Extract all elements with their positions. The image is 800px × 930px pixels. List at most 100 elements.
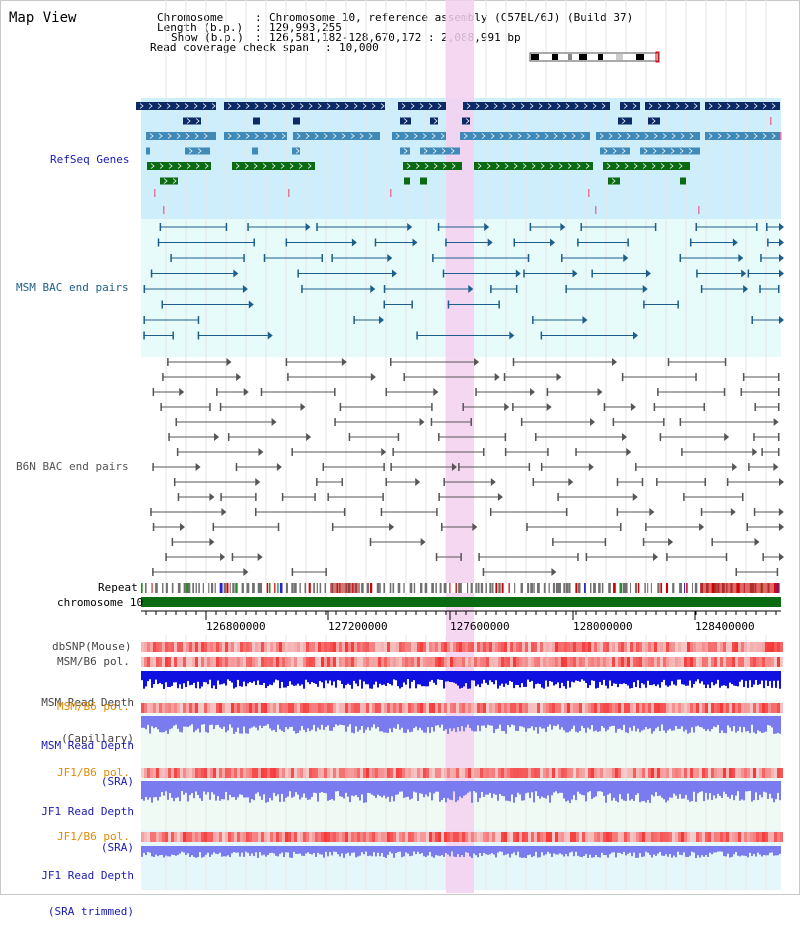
jf1-sra-depth-bar [585, 781, 587, 802]
jf1-sra-depth-bar [715, 781, 717, 799]
jf1-pol-cell [552, 832, 555, 842]
repeat-mark [379, 583, 381, 593]
msm-pol-cell [561, 703, 564, 713]
msm-pol-cell [735, 657, 738, 667]
msm-depth-bar [523, 671, 525, 687]
jf1-pol-cell [645, 768, 648, 778]
msm-pol-cell [189, 657, 192, 667]
b6n-bac-pair-end [277, 523, 280, 531]
gene-strand-arrow [726, 133, 731, 139]
jf1-sra-depth-bar [277, 781, 279, 795]
jf1-sra-depth-bar [309, 781, 311, 800]
label-line: MSM Read Depth [41, 739, 134, 752]
dbsnp-cell [405, 642, 408, 652]
repeat-mark [501, 583, 504, 593]
msm-sra-depth-bar [683, 716, 685, 732]
msm-pol-cell [555, 657, 558, 667]
gene-strand-arrow [585, 163, 590, 169]
jf1-trim-depth-bar [733, 846, 735, 855]
msm-depth-bar [647, 671, 649, 681]
msm-sra-depth-bar [593, 716, 595, 732]
gene-strand-arrow [281, 103, 286, 109]
msm-depth-bar [437, 671, 439, 680]
msm-pol-cell [258, 703, 261, 713]
gene-strand-arrow [540, 163, 545, 169]
jf1-sra-depth-bar [455, 781, 457, 803]
msm-depth-bar [507, 671, 509, 685]
jf1-sra-depth-bar [559, 781, 561, 793]
jf1-pol-cell [330, 832, 333, 842]
b6n-bac-pair-arrow [255, 478, 261, 486]
dbsnp-cell [309, 642, 312, 652]
jf1-pol-cell [699, 768, 702, 778]
msm-pol-cell [174, 703, 177, 713]
jf1-trim-depth-bar [173, 846, 175, 855]
msm-depth-bar [175, 671, 177, 683]
msm-pol-cell [351, 657, 354, 667]
dbsnp-cell [516, 642, 519, 652]
msm-bac-pair-end [580, 223, 582, 231]
dbsnp-cell [693, 642, 696, 652]
jf1-pol-cell [723, 832, 726, 842]
msm-pol-cell [714, 703, 717, 713]
jf1-sra-depth-bar [353, 781, 355, 797]
msm-pol-cell [543, 703, 546, 713]
msm-sra-depth-bar [335, 716, 337, 725]
msm-sra-depth-bar [741, 716, 743, 733]
msm-pol-cell [660, 703, 663, 713]
msm-sra-depth-bar [615, 716, 617, 733]
gene-strand-arrow [493, 103, 498, 109]
msm-bac-pair-arrow [743, 285, 749, 293]
jf1-trim-depth-bar [647, 846, 649, 853]
jf1-sra-depth-bar [387, 781, 389, 797]
b6n-bac-pair-end [711, 538, 713, 546]
jf1-sra-depth-bar [679, 781, 681, 795]
msm-sra-depth-bar [535, 716, 537, 728]
repeat-mark [155, 583, 158, 593]
msm-pol-cell [147, 703, 150, 713]
msm-pol-cell [561, 657, 564, 667]
msm-sra-depth-bar [331, 716, 333, 731]
jf1-pol-cell [591, 832, 594, 842]
jf1-pol-cell [180, 768, 183, 778]
msm-sra-depth-bar [541, 716, 543, 729]
jf1-pol-cell [768, 832, 771, 842]
jf1-pol-cell [405, 832, 408, 842]
b6n-bac-pair-end [160, 403, 162, 411]
jf1-sra-depth-bar [191, 781, 193, 794]
jf1-pol-cell [615, 768, 618, 778]
msm-pol-cell [402, 657, 405, 667]
gene-strand-arrow [441, 148, 446, 154]
jf1-pol-cell [264, 832, 267, 842]
dbsnp-cell [645, 642, 648, 652]
b6n-bac-pair-arrow [494, 373, 500, 381]
jf1-trim-depth-bar [547, 846, 549, 852]
jf1-pol-cell [618, 768, 621, 778]
msm-sra-depth-bar [155, 716, 157, 728]
msm-sra-depth-bar [311, 716, 313, 730]
b6n-bac-pair-end [653, 403, 656, 411]
jf1-pol-cell [621, 832, 624, 842]
msm-pol-cell [255, 703, 258, 713]
jf1-sra-depth-bar [373, 781, 375, 796]
repeat-mark [660, 583, 663, 593]
msm-pol-cell [573, 703, 576, 713]
jf1-pol-cell [153, 832, 156, 842]
dbsnp-cell [219, 642, 222, 652]
dbsnp-cell [759, 642, 762, 652]
b6n-bac-pair-arrow [754, 538, 760, 546]
jf1-trim-depth-bar [313, 846, 315, 854]
b6n-bac-pair-end [526, 523, 528, 531]
msm-pol-cell [660, 657, 663, 667]
jf1-sra-depth-bar [615, 781, 617, 801]
jf1-trim-depth-bar [215, 846, 217, 854]
jf1-sra-depth-bar [165, 781, 167, 792]
b6n-bac-pair-arrow [209, 493, 215, 501]
jf1-pol-cell [681, 832, 684, 842]
jf1-sra-depth-bar [321, 781, 323, 792]
jf1-pol-cell [636, 768, 639, 778]
msm-sra-depth-bar [265, 716, 267, 726]
jf1-pol-cell [519, 768, 522, 778]
jf1-pol-cell [447, 768, 450, 778]
jf1-sra-depth-bar [237, 781, 239, 798]
